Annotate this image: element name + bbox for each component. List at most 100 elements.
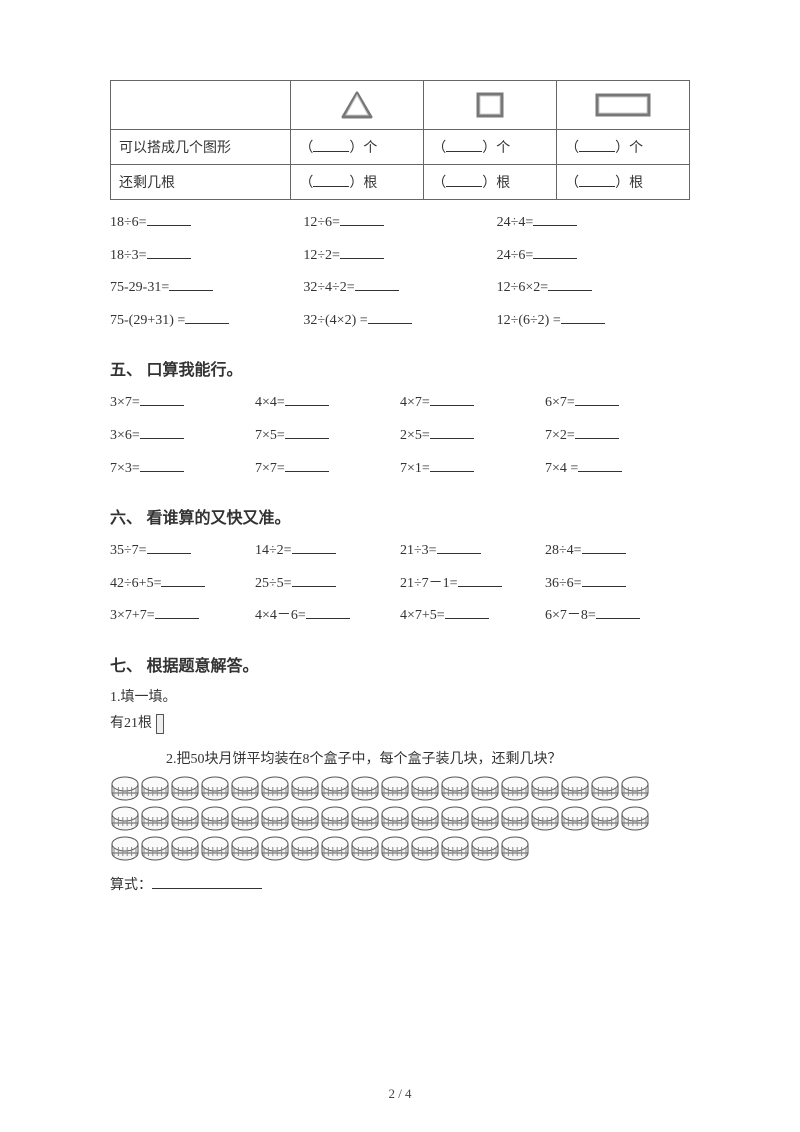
equation-cell: 35÷7= — [110, 538, 255, 565]
mooncake-icon — [290, 774, 320, 802]
mooncake-row — [110, 774, 690, 802]
equation-cell: 42÷6+5= — [110, 571, 255, 598]
equation-cell: 12÷(6÷2) = — [497, 308, 690, 335]
equation-cell: 7×4 = — [545, 456, 690, 483]
answer-blank[interactable] — [285, 391, 329, 406]
mooncake-icon — [320, 834, 350, 862]
answer-blank[interactable] — [355, 276, 399, 291]
answer-blank[interactable] — [561, 309, 605, 324]
equation-row: 18÷3=12÷2=24÷6= — [110, 243, 690, 270]
equation-cell: 2×5= — [400, 423, 545, 450]
answer-blank[interactable] — [582, 539, 626, 554]
triangle-count-cell: （）个 — [291, 130, 424, 165]
mooncake-icon — [380, 774, 410, 802]
equation-label: 21÷7－1= — [400, 576, 458, 591]
mooncake-icon — [200, 804, 230, 832]
mooncake-icon — [350, 804, 380, 832]
equation-row: 75-29-31=32÷4÷2=12÷6×2= — [110, 275, 690, 302]
equation-label: 12÷2= — [303, 248, 340, 263]
mooncake-icon — [470, 774, 500, 802]
mooncake-icon — [620, 774, 650, 802]
equation-label: 7×4 = — [545, 461, 578, 476]
answer-blank[interactable] — [458, 572, 502, 587]
answer-blank[interactable] — [306, 604, 350, 619]
rectangle-count-blank[interactable] — [579, 137, 615, 152]
equation-cell: 14÷2= — [255, 538, 400, 565]
triangle-sticks-blank[interactable] — [313, 172, 349, 187]
mooncake-icon — [560, 774, 590, 802]
mooncake-icon — [260, 804, 290, 832]
equation-label: 7×5= — [255, 428, 285, 443]
answer-blank[interactable] — [582, 572, 626, 587]
equation-cell: 32÷(4×2) = — [303, 308, 496, 335]
equation-cell: 4×7+5= — [400, 603, 545, 630]
equation-cell: 21÷7－1= — [400, 571, 545, 598]
section-6-grid: 35÷7=14÷2=21÷3=28÷4=42÷6+5=25÷5=21÷7－1=3… — [110, 538, 690, 630]
section-7-q1-text: 有21根 — [110, 716, 152, 731]
answer-blank[interactable] — [596, 604, 640, 619]
answer-blank[interactable] — [340, 211, 384, 226]
answer-blank[interactable] — [575, 391, 619, 406]
equation-cell: 12÷6= — [303, 210, 496, 237]
answer-blank[interactable] — [430, 391, 474, 406]
mooncake-icon — [440, 774, 470, 802]
answer-blank[interactable] — [533, 211, 577, 226]
section-7-q1-text-row: 有21根 — [110, 712, 690, 734]
equation-cell: 7×1= — [400, 456, 545, 483]
answer-blank[interactable] — [430, 457, 474, 472]
answer-blank[interactable] — [548, 276, 592, 291]
answer-blank[interactable] — [140, 391, 184, 406]
answer-blank[interactable] — [285, 457, 329, 472]
section-7-title: 七、 根据题意解答。 — [110, 652, 690, 676]
equation-label: 12÷(6÷2) = — [497, 313, 561, 328]
answer-blank[interactable] — [292, 539, 336, 554]
answer-blank[interactable] — [155, 604, 199, 619]
mooncake-icon — [440, 834, 470, 862]
answer-blank[interactable] — [533, 244, 577, 259]
equation-cell: 7×3= — [110, 456, 255, 483]
mooncake-icon — [590, 774, 620, 802]
mooncake-icon — [230, 774, 260, 802]
answer-blank[interactable] — [368, 309, 412, 324]
answer-blank[interactable] — [169, 276, 213, 291]
answer-blank[interactable] — [147, 244, 191, 259]
answer-blank[interactable] — [292, 572, 336, 587]
mooncake-icon — [230, 834, 260, 862]
equation-cell: 75-29-31= — [110, 275, 303, 302]
equation-cell: 24÷4= — [497, 210, 690, 237]
stick-icon — [156, 714, 164, 734]
answer-blank[interactable] — [140, 457, 184, 472]
formula-blank[interactable] — [152, 874, 262, 889]
mooncake-icon — [110, 804, 140, 832]
answer-blank[interactable] — [147, 539, 191, 554]
triangle-count-blank[interactable] — [313, 137, 349, 152]
equation-cell: 18÷3= — [110, 243, 303, 270]
row-sticks-left-label: 还剩几根 — [111, 165, 291, 200]
answer-blank[interactable] — [161, 572, 205, 587]
answer-blank[interactable] — [445, 604, 489, 619]
mooncake-icon — [350, 834, 380, 862]
equation-cell: 6×7－8= — [545, 603, 690, 630]
answer-blank[interactable] — [285, 424, 329, 439]
answer-blank[interactable] — [140, 424, 184, 439]
equation-label: 18÷6= — [110, 215, 147, 230]
equation-label: 28÷4= — [545, 543, 582, 558]
equation-label: 7×1= — [400, 461, 430, 476]
section-7-q1-label: 1.填一填。 — [110, 686, 690, 706]
answer-blank[interactable] — [147, 211, 191, 226]
square-sticks-blank[interactable] — [446, 172, 482, 187]
mooncakes-figure — [110, 774, 690, 862]
equation-cell: 7×2= — [545, 423, 690, 450]
equation-cell: 7×7= — [255, 456, 400, 483]
equation-label: 7×7= — [255, 461, 285, 476]
answer-blank[interactable] — [185, 309, 229, 324]
answer-blank[interactable] — [578, 457, 622, 472]
answer-blank[interactable] — [430, 424, 474, 439]
answer-blank[interactable] — [575, 424, 619, 439]
square-count-blank[interactable] — [446, 137, 482, 152]
answer-blank[interactable] — [340, 244, 384, 259]
section-7-q2-text: 2.把50块月饼平均装在8个盒子中，每个盒子装几块，还剩几块？ — [110, 748, 690, 768]
answer-blank[interactable] — [437, 539, 481, 554]
equation-label: 12÷6×2= — [497, 280, 548, 295]
rectangle-sticks-blank[interactable] — [579, 172, 615, 187]
